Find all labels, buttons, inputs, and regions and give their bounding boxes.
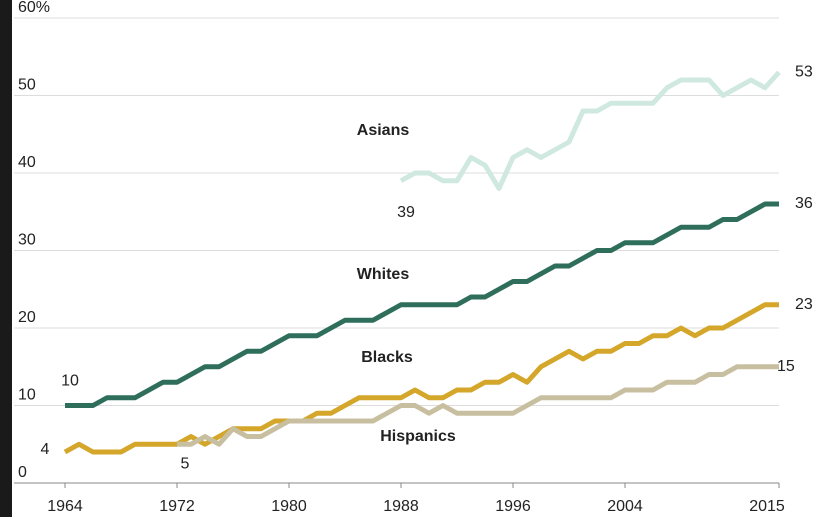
end-label: 53 [795, 63, 813, 80]
series-label: Blacks [361, 349, 413, 366]
x-tick-label: 1964 [47, 498, 83, 515]
x-tick-label: 1972 [159, 498, 195, 515]
y-tick-label: 20 [18, 309, 36, 326]
y-tick-label: 40 [18, 154, 36, 171]
y-tick-label: 60% [18, 0, 50, 16]
y-tick-label: 10 [18, 387, 36, 404]
series-line [63, 302, 779, 455]
series-line [65, 201, 779, 408]
series-line [177, 364, 779, 447]
series-label: Asians [357, 122, 410, 139]
screen-edge [0, 0, 12, 517]
y-tick-label: 0 [18, 464, 27, 481]
x-tick-label: 2015 [749, 498, 785, 515]
y-tick-label: 30 [18, 232, 36, 249]
series-label: Hispanics [380, 428, 456, 445]
series-label: Whites [357, 266, 410, 283]
x-tick-label: 1988 [383, 498, 419, 515]
x-tick-label: 1980 [271, 498, 307, 515]
start-label: 39 [397, 204, 415, 221]
start-label: 4 [41, 441, 50, 458]
x-tick-label: 2004 [607, 498, 643, 515]
y-tick-label: 50 [18, 77, 36, 94]
end-label: 23 [795, 296, 813, 313]
end-label: 15 [777, 358, 795, 375]
series-line [399, 70, 781, 191]
start-label: 5 [181, 455, 190, 472]
x-tick-label: 1996 [495, 498, 531, 515]
end-label: 36 [795, 195, 813, 212]
start-label: 10 [61, 373, 79, 390]
